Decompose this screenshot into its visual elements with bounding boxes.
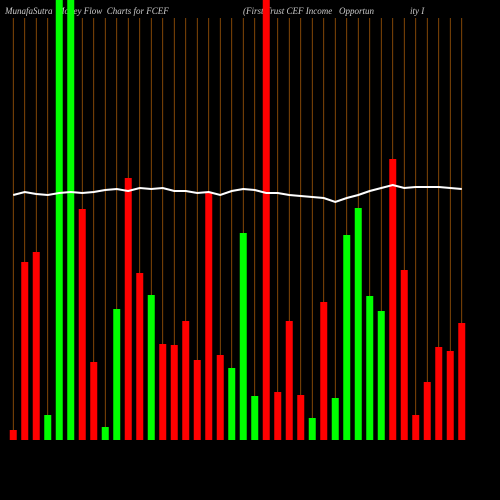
bar — [435, 347, 443, 440]
bar — [55, 0, 63, 440]
bar — [9, 430, 17, 440]
bar — [193, 360, 201, 440]
bar — [343, 235, 351, 440]
bar — [44, 415, 52, 440]
bar — [239, 233, 247, 440]
bar — [205, 193, 213, 440]
bar — [67, 0, 75, 440]
bar — [21, 262, 29, 440]
bar — [136, 273, 144, 440]
money-flow-line — [12, 183, 462, 204]
bar — [101, 427, 109, 440]
bar — [170, 345, 178, 440]
bar — [366, 296, 374, 440]
bar — [297, 395, 305, 440]
bar — [124, 178, 132, 440]
bar — [182, 321, 190, 440]
bar — [251, 396, 259, 440]
bar — [113, 309, 121, 440]
bar — [262, 0, 270, 440]
bar — [90, 362, 98, 440]
bar — [320, 302, 328, 440]
bar — [159, 344, 167, 440]
bar — [377, 311, 385, 440]
bar — [389, 159, 397, 440]
bar — [331, 398, 339, 440]
bar — [412, 415, 420, 440]
bar — [354, 208, 362, 440]
bar — [423, 382, 431, 440]
bar — [274, 392, 282, 440]
bar — [308, 418, 316, 440]
bar — [216, 355, 224, 440]
bar — [458, 323, 466, 440]
bar — [78, 209, 86, 440]
bar — [446, 351, 454, 440]
bar — [285, 321, 293, 440]
bar — [32, 252, 40, 440]
bar — [400, 270, 408, 440]
bar — [228, 368, 236, 440]
chart-subtitle: (First Trust CEF Income Opportun ity I — [243, 6, 425, 16]
chart-title: MunafaSutra Money Flow Charts for FCEF — [4, 6, 169, 16]
bar — [147, 295, 155, 440]
